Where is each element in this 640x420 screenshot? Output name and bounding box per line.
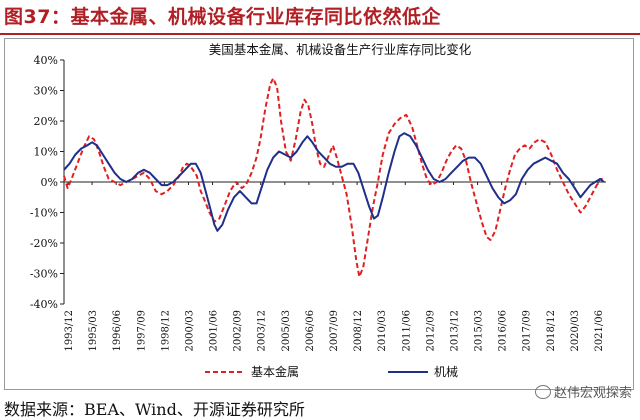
x-tick-label: 2005/03 — [281, 310, 292, 352]
title-rule — [0, 33, 640, 35]
x-tick-label: 2016/06 — [498, 310, 509, 352]
series-line-machinery — [63, 132, 605, 232]
x-tick-label: 1998/12 — [160, 310, 171, 352]
watermark: 赵伟宏观探索 — [534, 382, 632, 401]
series-line-basic-metals — [63, 77, 604, 278]
x-tick-label: 2011/06 — [401, 310, 412, 352]
x-tick-label: 1995/03 — [88, 310, 99, 352]
x-tick-label: 2010/03 — [377, 310, 388, 352]
x-tick-label: 2008/12 — [353, 310, 364, 352]
y-tick-label: -40% — [30, 298, 58, 311]
x-tick-label: 2000/03 — [184, 310, 195, 352]
y-tick-label: -30% — [30, 268, 58, 281]
figure-title: 图37：基本金属、机械设备行业库存同比依然低企 — [4, 6, 441, 28]
y-tick-label: 20% — [34, 115, 58, 128]
x-tick-label: 2015/03 — [474, 310, 485, 352]
watermark-text: 赵伟宏观探索 — [553, 386, 632, 401]
source-note: 数据来源：BEA、Wind、开源证券研究所 — [4, 400, 305, 419]
y-tick-label: 30% — [34, 85, 58, 98]
x-tick-label: 2018/12 — [546, 310, 557, 352]
y-tick-label: 40% — [34, 54, 58, 67]
x-tick-label: 2017/09 — [522, 310, 533, 352]
legend-label: 基本金属 — [251, 364, 299, 379]
x-tick-label: 1996/06 — [112, 310, 123, 352]
y-tick-label: 10% — [34, 146, 58, 159]
x-tick-label: 2003/12 — [257, 310, 268, 352]
legend-label: 机械 — [434, 364, 458, 379]
y-tick-label: -20% — [30, 237, 58, 250]
x-tick-label: 2021/06 — [594, 310, 605, 352]
x-tick-label: 1993/12 — [64, 310, 75, 352]
x-tick-label: 1997/09 — [136, 310, 147, 352]
x-tick-label: 2013/12 — [449, 310, 460, 352]
x-tick-label: 2002/09 — [233, 310, 244, 352]
x-tick-label: 2006/06 — [305, 310, 316, 352]
wechat-icon — [534, 385, 551, 399]
x-tick-label: 2020/03 — [570, 310, 581, 352]
y-tick-label: 0% — [41, 176, 58, 189]
x-tick-label: 2001/06 — [209, 310, 220, 352]
chart-title: 美国基本金属、机械设备生产行业库存同比变化 — [209, 42, 472, 57]
x-tick-label: 2012/09 — [425, 310, 436, 352]
y-tick-label: -10% — [30, 207, 58, 220]
chart-frame — [4, 38, 634, 390]
x-tick-label: 2007/09 — [329, 310, 340, 352]
